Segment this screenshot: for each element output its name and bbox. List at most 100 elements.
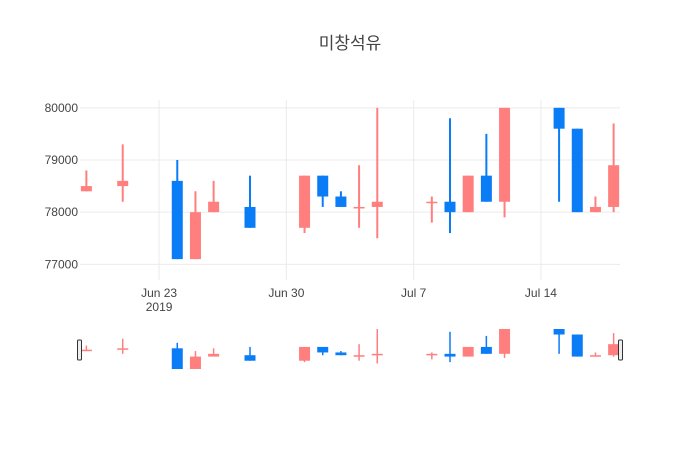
mini-candle-body	[608, 344, 620, 356]
candle-body	[371, 201, 383, 207]
range-slider-left-handle[interactable]	[77, 339, 82, 361]
x-tick-label: Jul 14	[525, 286, 557, 300]
mini-candle	[426, 352, 438, 360]
candles	[80, 107, 620, 260]
mini-candle-body	[171, 348, 183, 369]
candle	[189, 191, 201, 260]
mini-candle-body	[189, 356, 201, 369]
candle-body	[317, 175, 329, 197]
mini-candle-body	[208, 353, 220, 357]
mini-candle	[353, 344, 365, 361]
mini-candle	[499, 329, 511, 358]
y-tick-label: 80000	[45, 101, 79, 115]
candle-body	[444, 201, 456, 213]
range-slider-right-handle[interactable]	[618, 339, 623, 361]
candle-body	[335, 196, 347, 207]
mini-candle-body	[499, 329, 511, 354]
candle	[208, 180, 220, 213]
mini-candle-body	[244, 355, 256, 361]
y-tick-label: 77000	[45, 257, 79, 271]
mini-candle	[317, 346, 329, 356]
candle-body	[189, 212, 201, 260]
mini-candle	[462, 346, 474, 357]
mini-candle	[117, 338, 129, 354]
range-slider[interactable]	[77, 329, 623, 369]
range-slider-background[interactable]	[80, 329, 620, 369]
candle-body	[171, 180, 183, 260]
mini-candle-body	[426, 353, 438, 356]
candle	[571, 128, 583, 213]
mini-candle	[371, 329, 383, 364]
candle-body	[80, 186, 92, 192]
mini-candle-body	[317, 346, 329, 353]
mini-candle	[553, 329, 565, 354]
candle	[462, 175, 474, 213]
candle-body	[117, 180, 129, 187]
x-tick-sublabel: 2019	[146, 300, 173, 314]
candle	[608, 123, 620, 213]
candle-body	[608, 165, 620, 207]
mini-candle-body	[299, 346, 311, 361]
x-tick-label: Jun 23	[141, 286, 177, 300]
candle-body	[571, 128, 583, 213]
candle	[480, 133, 492, 202]
candle-body	[426, 201, 438, 204]
mini-candle-body	[444, 353, 456, 357]
candle-body	[553, 107, 565, 129]
y-tick-label: 78000	[45, 205, 79, 219]
candle-body	[244, 206, 256, 228]
mini-candle	[589, 352, 601, 357]
mini-candle	[208, 348, 220, 357]
mini-candle	[608, 333, 620, 357]
mini-candle	[80, 345, 92, 352]
mini-candle-body	[117, 348, 129, 350]
mini-candle	[171, 342, 183, 369]
candle-body	[299, 175, 311, 228]
chart-title: 미창석유	[319, 34, 382, 53]
mini-candle-body	[480, 346, 492, 354]
x-tick-label: Jul 7	[401, 286, 427, 300]
candle-body	[589, 206, 601, 213]
candle	[171, 160, 183, 260]
candle	[353, 165, 365, 228]
mini-candle	[444, 331, 456, 363]
candle	[299, 175, 311, 234]
candle	[80, 170, 92, 192]
y-tick-label: 79000	[45, 153, 79, 167]
candle	[444, 118, 456, 234]
mini-candle	[480, 335, 492, 354]
mini-candle-body	[335, 352, 347, 356]
candle	[553, 107, 565, 202]
mini-candle	[244, 346, 256, 361]
candle-body	[462, 175, 474, 213]
x-tick-label: Jun 30	[268, 286, 304, 300]
candle	[371, 107, 383, 239]
y-axis: 77000 78000 79000 80000	[45, 101, 79, 272]
mini-candle-body	[353, 355, 365, 357]
candle	[317, 175, 329, 207]
range-slider-preview	[80, 329, 620, 369]
mini-candle-body	[553, 329, 565, 335]
mini-candle-body	[462, 346, 474, 357]
mini-candle-body	[371, 353, 383, 356]
mini-candle-body	[571, 334, 583, 357]
candle-body	[499, 107, 511, 202]
candle	[426, 196, 438, 223]
mini-candle-body	[589, 355, 601, 357]
candle-body	[353, 206, 365, 209]
mini-candle	[189, 351, 201, 369]
grid	[80, 100, 620, 280]
mini-candle	[299, 346, 311, 363]
candle	[117, 144, 129, 202]
mini-candle	[571, 334, 583, 357]
mini-candle	[335, 351, 347, 356]
candle	[335, 191, 347, 207]
candle	[499, 107, 511, 218]
candle-body	[480, 175, 492, 202]
candle	[589, 196, 601, 213]
mini-candle-body	[80, 349, 92, 352]
candle-body	[208, 201, 220, 213]
